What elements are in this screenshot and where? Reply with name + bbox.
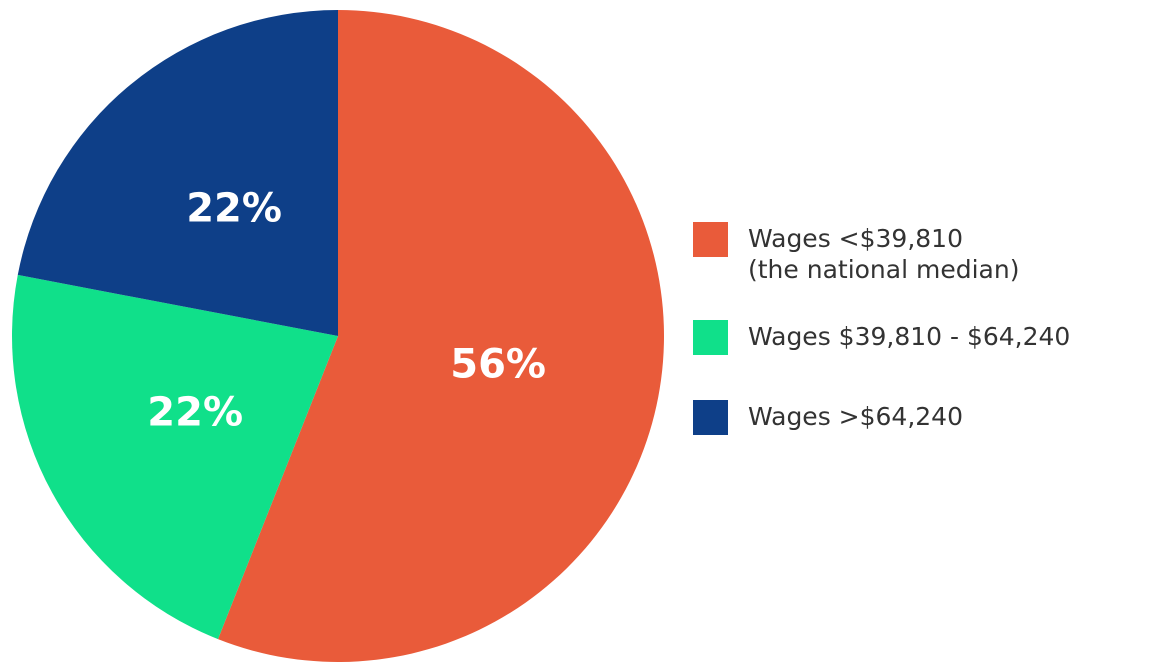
legend-swatch bbox=[693, 400, 728, 435]
pie-slice bbox=[17, 10, 339, 336]
legend-label: Wages <$39,810 (the national median) bbox=[748, 224, 1020, 284]
legend-swatch bbox=[693, 222, 728, 257]
legend-label: Wages $39,810 - $64,240 bbox=[748, 322, 1071, 351]
legend-item: Wages >$64,240 bbox=[693, 400, 963, 435]
data-label: 22% bbox=[186, 185, 282, 231]
legend-item: Wages <$39,810 (the national median) bbox=[693, 222, 1019, 285]
data-label: 22% bbox=[147, 390, 243, 436]
pie-slice bbox=[12, 274, 339, 640]
legend-item: Wages $39,810 - $64,240 bbox=[693, 320, 1070, 355]
pie-slice bbox=[217, 10, 665, 662]
legend-label: Wages >$64,240 bbox=[748, 402, 963, 431]
data-label: 56% bbox=[450, 342, 546, 388]
legend-swatch bbox=[693, 320, 728, 355]
